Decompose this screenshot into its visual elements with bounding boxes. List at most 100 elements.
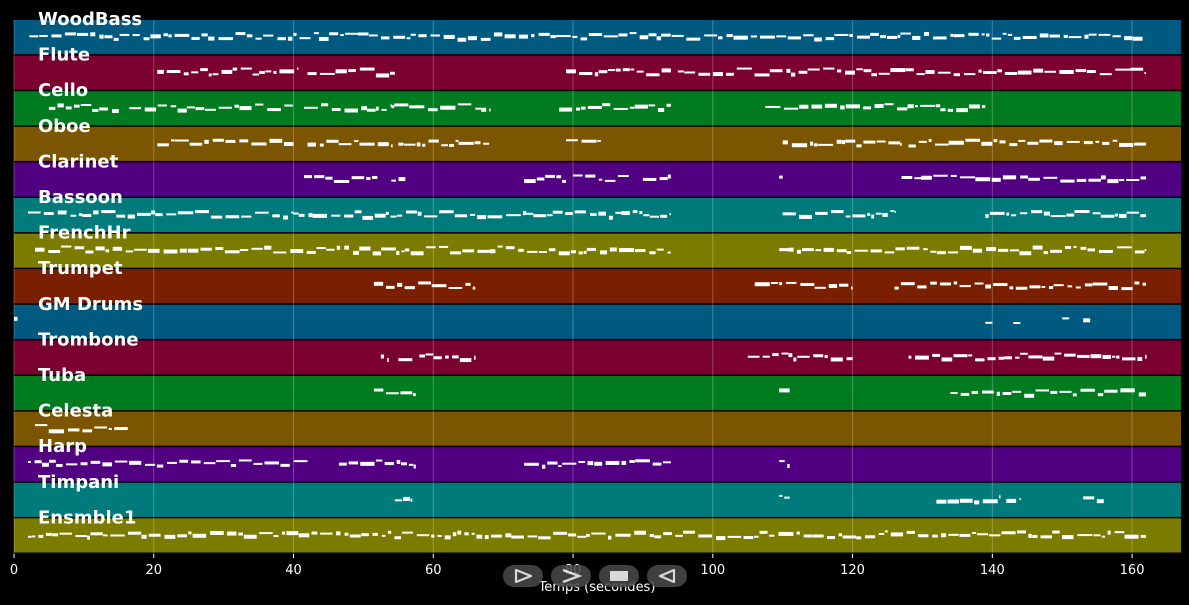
note-mark — [439, 210, 454, 214]
note-mark — [1083, 496, 1095, 500]
note-mark — [586, 247, 596, 251]
note-mark — [959, 285, 971, 288]
track-notes — [27, 459, 790, 469]
note-mark — [985, 321, 993, 324]
forward-button[interactable] — [551, 565, 591, 587]
note-mark — [1039, 33, 1049, 38]
note-mark — [422, 143, 426, 147]
track-label: Celesta — [38, 401, 113, 422]
note-mark — [933, 174, 948, 177]
note-mark — [470, 213, 476, 216]
track-lane — [14, 304, 1181, 339]
note-mark — [936, 251, 946, 255]
note-mark — [956, 108, 968, 113]
note-mark — [932, 353, 941, 357]
note-mark — [1006, 212, 1010, 216]
note-mark — [663, 532, 672, 536]
note-mark — [493, 32, 503, 37]
note-mark — [793, 357, 797, 362]
x-tick-label: 20 — [145, 563, 162, 578]
track-lane — [14, 340, 1181, 375]
note-mark — [191, 36, 200, 40]
note-mark — [238, 459, 252, 462]
note-mark — [914, 177, 922, 180]
note-mark — [759, 530, 768, 534]
note-mark — [812, 534, 824, 538]
note-mark — [329, 32, 339, 36]
note-mark — [112, 246, 123, 251]
note-mark — [1102, 354, 1112, 359]
note-mark — [840, 105, 845, 110]
note-mark — [824, 103, 837, 108]
note-mark — [1009, 143, 1018, 147]
note-mark — [580, 106, 586, 110]
note-mark — [778, 531, 794, 536]
note-mark — [935, 104, 941, 108]
note-mark — [814, 286, 826, 289]
note-mark — [326, 139, 339, 143]
track-label: FrenchHr — [38, 223, 131, 244]
note-mark — [617, 174, 629, 177]
note-mark — [607, 69, 616, 72]
note-mark — [661, 33, 671, 37]
note-mark — [425, 353, 434, 356]
note-mark — [991, 177, 1001, 182]
note-mark — [770, 282, 778, 285]
note-mark — [895, 247, 905, 251]
note-mark — [813, 143, 818, 147]
note-mark — [419, 354, 425, 358]
track-lane — [14, 162, 1181, 197]
note-mark — [1083, 141, 1093, 145]
play-button[interactable] — [503, 565, 543, 587]
note-mark — [406, 37, 411, 40]
note-mark — [978, 69, 982, 73]
note-mark — [418, 281, 431, 285]
note-mark — [359, 142, 375, 146]
note-mark — [953, 34, 965, 38]
note-mark — [304, 106, 318, 109]
note-mark — [538, 32, 550, 36]
note-mark — [338, 143, 352, 146]
note-mark — [14, 316, 18, 321]
note-mark — [1083, 318, 1091, 323]
track-label: Timpani — [38, 472, 119, 493]
note-mark — [836, 249, 847, 253]
note-mark — [462, 249, 475, 253]
note-mark — [671, 34, 684, 37]
note-mark — [998, 356, 1004, 360]
note-mark — [971, 390, 978, 394]
note-mark — [352, 250, 360, 255]
note-mark — [504, 34, 516, 39]
note-mark — [727, 535, 742, 538]
note-mark — [683, 530, 695, 534]
note-mark — [269, 138, 283, 143]
note-mark — [170, 139, 175, 142]
note-mark — [1076, 178, 1087, 182]
note-mark — [921, 175, 932, 180]
note-mark — [527, 250, 538, 253]
note-mark — [940, 282, 951, 286]
track-label: Trumpet — [38, 258, 123, 279]
note-mark — [375, 73, 390, 78]
stop-button[interactable] — [599, 565, 639, 587]
note-mark — [431, 284, 447, 288]
note-mark — [914, 105, 918, 108]
note-mark — [997, 248, 1009, 252]
note-mark — [1043, 211, 1050, 216]
note-mark — [377, 142, 389, 147]
note-mark — [129, 107, 142, 110]
note-mark — [92, 108, 99, 112]
note-mark — [105, 249, 110, 253]
note-mark — [649, 215, 660, 218]
note-mark — [413, 393, 416, 397]
note-mark — [1088, 178, 1101, 182]
note-mark — [1012, 390, 1022, 393]
note-mark — [900, 282, 915, 286]
note-mark — [362, 215, 374, 220]
note-mark — [224, 250, 240, 254]
track-label: Flute — [38, 45, 90, 66]
note-mark — [70, 214, 77, 217]
rewind-button[interactable] — [647, 565, 687, 587]
note-mark — [583, 250, 587, 254]
note-mark — [684, 71, 696, 74]
